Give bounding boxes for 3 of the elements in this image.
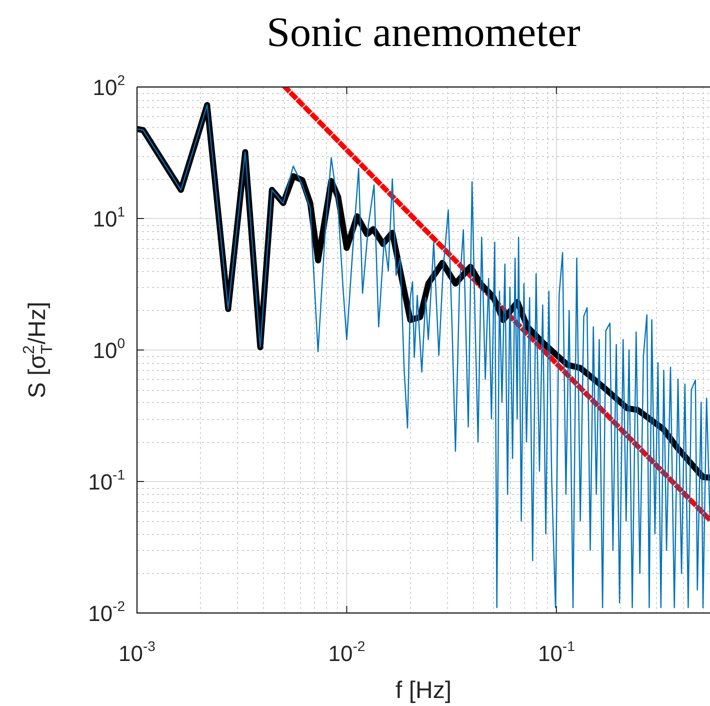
x-axis-title: f [Hz]: [396, 677, 452, 704]
chart-title: Sonic anemometer: [266, 10, 580, 56]
y-axis-title: S [σ2T/Hz]: [21, 302, 56, 398]
